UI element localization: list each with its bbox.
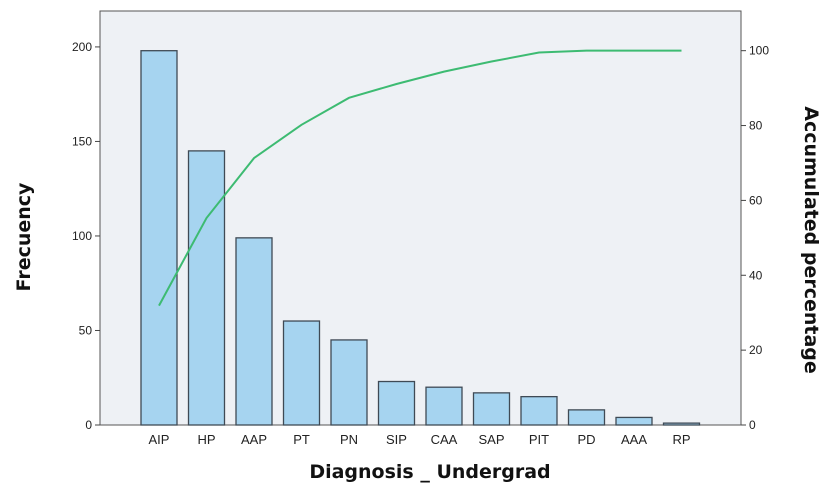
bar-PIT xyxy=(520,395,558,426)
left-tick-label: 200 xyxy=(72,40,92,54)
category-label: AIP xyxy=(149,432,170,447)
bar-AAP xyxy=(235,237,273,426)
category-label: HP xyxy=(197,432,215,447)
bar-PT xyxy=(282,320,321,426)
category-label: AAA xyxy=(621,432,647,447)
bar-AIP xyxy=(140,50,178,426)
bar-HP xyxy=(187,150,226,426)
bar-SIP xyxy=(377,380,416,426)
category-label: CAA xyxy=(431,432,458,447)
y-axis-title: Frecuency xyxy=(13,182,35,291)
left-axis: 0 50 100 150 200 xyxy=(72,40,100,432)
bar-RP xyxy=(662,422,701,426)
bar-PD xyxy=(567,409,606,426)
right-tick-label: 20 xyxy=(749,343,763,357)
left-tick-label: 150 xyxy=(72,134,92,148)
category-label: SAP xyxy=(478,432,504,447)
category-label: PN xyxy=(340,432,358,447)
bar-SAP xyxy=(472,392,511,426)
right-tick-label: 100 xyxy=(749,44,769,58)
right-tick-label: 0 xyxy=(749,418,756,432)
bar-AAA xyxy=(615,416,653,426)
left-tick-label: 50 xyxy=(79,323,93,337)
category-label: AAP xyxy=(241,432,267,447)
left-tick-label: 100 xyxy=(72,229,92,243)
bar-CAA xyxy=(425,386,463,426)
x-axis: AIP HP AAP PT PN SIP CAA SAP PIT PD AAA RP xyxy=(149,432,691,447)
right-tick-label: 60 xyxy=(749,193,763,207)
right-tick-label: 80 xyxy=(749,119,763,133)
category-label: PT xyxy=(293,432,310,447)
x-axis-title: Diagnosis _ Undergrad xyxy=(309,461,550,483)
bars xyxy=(140,50,701,426)
left-tick-label: 0 xyxy=(85,418,92,432)
cumulative-percentage-line xyxy=(158,49,682,307)
category-label: RP xyxy=(672,432,690,447)
category-label: PIT xyxy=(529,432,549,447)
y2-axis-title: Accumulated percentage xyxy=(800,106,822,374)
right-tick-label: 40 xyxy=(749,268,763,282)
bar-PN xyxy=(330,339,368,426)
category-label: SIP xyxy=(386,432,407,447)
category-label: PD xyxy=(577,432,595,447)
right-axis: 0 20 40 60 80 100 xyxy=(741,44,769,432)
